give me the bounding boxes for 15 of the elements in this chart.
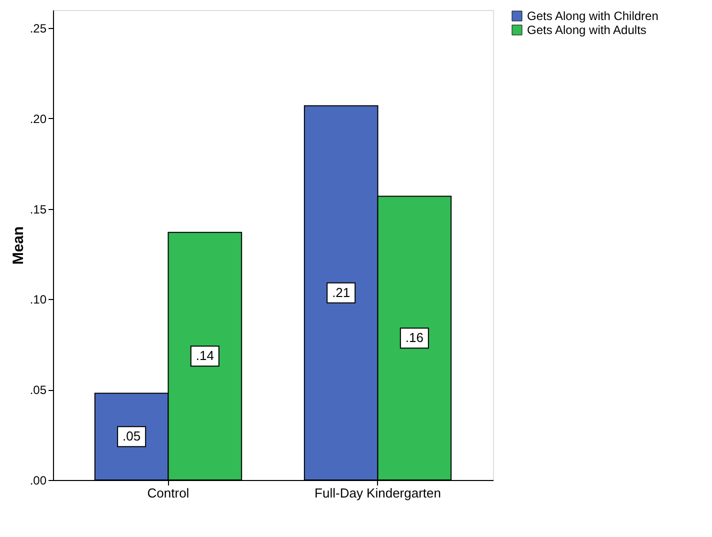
x-tick-label: Full-Day Kindergarten <box>314 486 441 500</box>
data-label: .14 <box>196 348 214 364</box>
y-tick-label: .10 <box>30 292 47 307</box>
y-tick-label: .15 <box>30 202 47 216</box>
y-axis-title: Mean <box>10 226 27 265</box>
legend-label: Gets Along with Children <box>527 9 658 23</box>
data-label: .05 <box>122 428 141 444</box>
y-tick-label: .05 <box>30 383 47 398</box>
data-label: .16 <box>405 330 424 346</box>
data-label: .21 <box>332 284 350 300</box>
x-tick-label: Control <box>147 486 190 500</box>
legend-label: Gets Along with Adults <box>527 23 646 37</box>
y-tick-label: .25 <box>30 22 47 36</box>
y-tick-label: .20 <box>30 112 47 126</box>
y-tick-label: .00 <box>30 474 47 488</box>
